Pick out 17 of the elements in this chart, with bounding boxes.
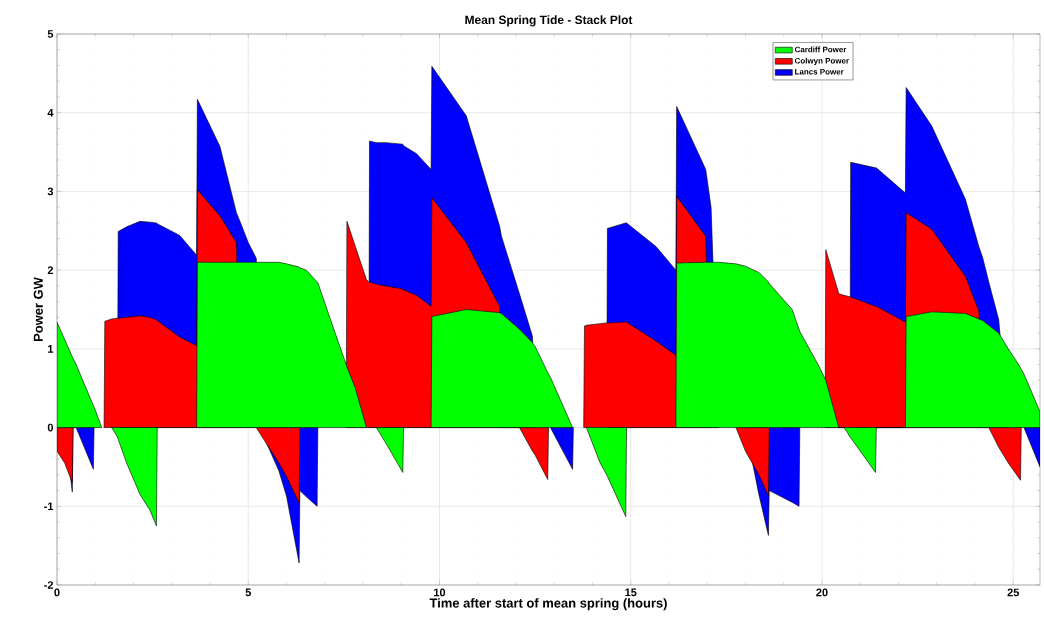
y-tick-label: -2 — [44, 581, 54, 589]
y-tick-label: -1 — [44, 502, 54, 511]
y-tick-label: 4 — [47, 108, 54, 117]
x-tick-label: 25 — [1007, 588, 1020, 597]
x-tick-label: 10 — [434, 588, 446, 597]
y-axis-title: Power GW — [33, 277, 43, 342]
y-tick-label: 5 — [47, 30, 54, 38]
y-tick-label: 3 — [47, 187, 54, 196]
y-tick-label: 1 — [48, 345, 54, 353]
x-tick-label: 20 — [816, 588, 828, 597]
x-tick-label: 5 — [245, 588, 251, 597]
x-tick-label: 0 — [54, 588, 60, 597]
chart-title: Mean Spring Tide - Stack Plot — [465, 15, 633, 27]
x-axis-title: Time after start of mean spring (hours) — [429, 598, 667, 611]
x-tick-label: 15 — [625, 588, 637, 597]
y-tick-label: 0 — [47, 423, 54, 432]
y-tick-label: 2 — [47, 266, 54, 274]
